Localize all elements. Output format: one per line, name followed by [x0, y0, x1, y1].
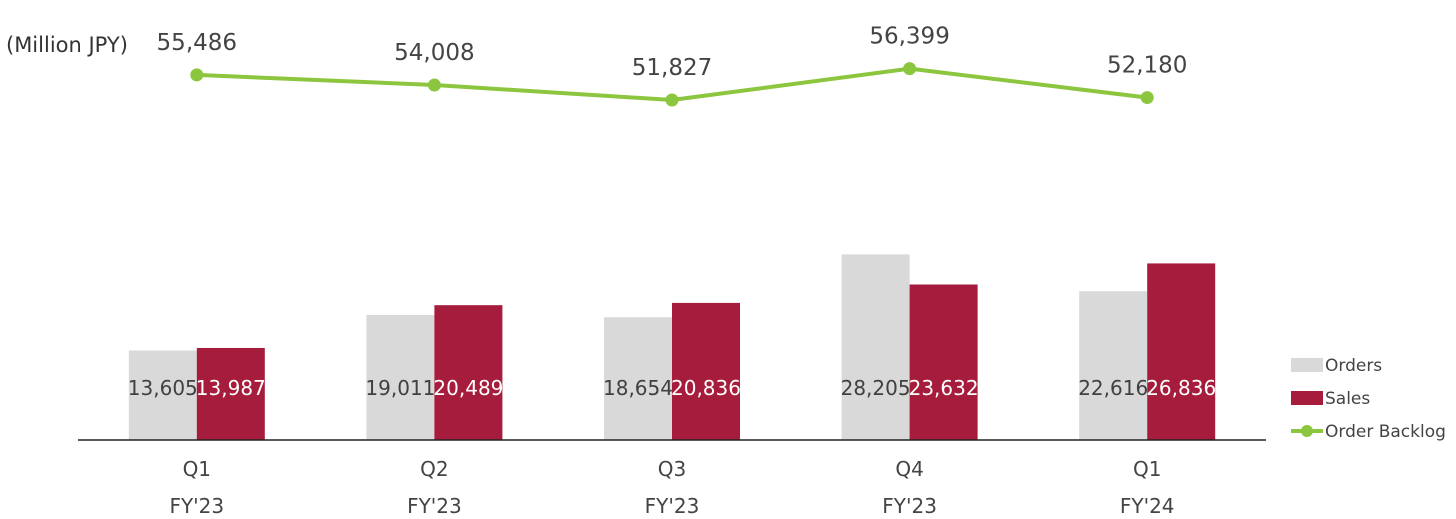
sales-bar-0 [196, 347, 265, 440]
legend-orders-label: Orders [1325, 356, 1382, 376]
orders-bar-4 [1079, 291, 1148, 440]
legend-backlog-label: Order Backlog [1325, 422, 1446, 442]
sales-bar-4 [1147, 263, 1216, 440]
orders-value-label-1: 19,011 [365, 376, 435, 400]
sales-value-label-0: 13,987 [196, 376, 266, 400]
x-tick-quarter-4: Q1 [1133, 457, 1161, 481]
sales-value-label-3: 23,632 [909, 376, 979, 400]
sales-value-label-2: 20,836 [671, 376, 741, 400]
order-backlog-point-0 [190, 68, 204, 82]
sales-bar-3 [909, 284, 978, 440]
orders-bar-0 [128, 350, 197, 440]
legend-sales-swatch [1291, 391, 1323, 405]
x-tick-fiscal-year-3: FY'23 [882, 494, 937, 518]
legend-sales-label: Sales [1325, 389, 1370, 409]
x-tick-fiscal-year-2: FY'23 [645, 494, 700, 518]
orders-value-label-4: 22,616 [1078, 376, 1148, 400]
x-tick-quarter-0: Q1 [183, 457, 211, 481]
orders-value-label-2: 18,654 [603, 376, 673, 400]
x-tick-fiscal-year-1: FY'23 [407, 494, 462, 518]
order-backlog-value-label-2: 51,827 [632, 55, 712, 81]
order-backlog-value-label-1: 54,008 [394, 40, 474, 66]
unit-label: (Million JPY) [6, 33, 128, 57]
orders-bar-3 [841, 254, 910, 440]
x-tick-quarter-2: Q3 [658, 457, 686, 481]
legend-backlog-swatch-marker [1301, 425, 1313, 437]
sales-bar-2 [672, 302, 740, 440]
x-tick-fiscal-year-0: FY'23 [169, 494, 224, 518]
orders-bar-1 [366, 314, 435, 440]
orders-value-label-3: 28,205 [841, 376, 911, 400]
sales-bar-1 [434, 305, 503, 440]
legend-orders-swatch [1291, 358, 1323, 372]
orders-bar-2 [604, 317, 672, 440]
sales-value-label-4: 26,836 [1146, 376, 1216, 400]
sales-value-label-1: 20,489 [433, 376, 503, 400]
x-tick-quarter-1: Q2 [420, 457, 448, 481]
orders-value-label-0: 13,605 [128, 376, 198, 400]
x-tick-fiscal-year-4: FY'24 [1120, 494, 1175, 518]
order-backlog-point-1 [427, 78, 441, 92]
order-backlog-value-label-0: 55,486 [157, 30, 237, 56]
x-tick-quarter-3: Q4 [895, 457, 923, 481]
order-backlog-point-2 [665, 93, 679, 107]
order-backlog-value-label-4: 52,180 [1107, 53, 1187, 79]
order-backlog-point-4 [1140, 91, 1154, 105]
order-backlog-point-3 [903, 62, 917, 76]
order-backlog-value-label-3: 56,399 [869, 24, 949, 50]
